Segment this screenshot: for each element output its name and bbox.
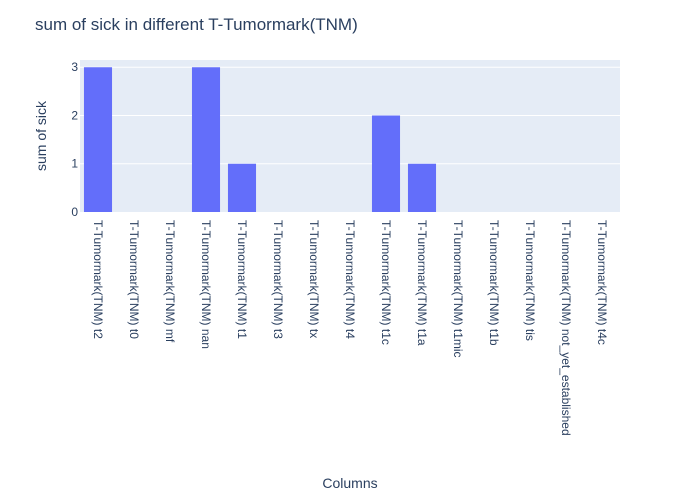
x-tick-label: T-Tumormark(TNM) t2 — [91, 220, 105, 339]
y-tick-label: 3 — [71, 60, 78, 74]
bar — [371, 115, 401, 212]
x-tick-label: T-Tumormark(TNM) t1 — [235, 220, 249, 339]
y-tick-labels: 0 1 2 3 — [71, 60, 78, 219]
x-tick-label: T-Tumormark(TNM) mf — [163, 220, 177, 343]
x-tick-label: T-Tumormark(TNM) nan — [199, 220, 213, 349]
x-axis-label: Columns — [322, 475, 377, 491]
bar — [191, 67, 221, 212]
x-tick-labels: T-Tumormark(TNM) t2 T-Tumormark(TNM) t0 T-… — [91, 220, 609, 436]
x-tick-label: T-Tumormark(TNM) t4c — [595, 220, 609, 345]
x-tick-label: T-Tumormark(TNM) t0 — [127, 220, 141, 339]
x-tick-label: T-Tumormark(TNM) t3 — [271, 220, 285, 339]
y-axis-label: sum of sick — [33, 100, 49, 171]
plot-area — [80, 60, 620, 212]
chart-title: sum of sick in different T-Tumormark(TNM… — [35, 15, 358, 34]
bar — [227, 163, 257, 212]
y-tick-label: 2 — [71, 108, 78, 122]
bar — [83, 67, 113, 212]
bars — [83, 67, 437, 212]
bar — [407, 163, 437, 212]
x-tick-label: T-Tumormark(TNM) t1b — [487, 220, 501, 346]
y-tick-label: 0 — [71, 205, 78, 219]
x-tick-label: T-Tumormark(TNM) t4 — [343, 220, 357, 339]
y-tick-label: 1 — [71, 157, 78, 171]
x-tick-label: T-Tumormark(TNM) t1a — [415, 220, 429, 346]
x-tick-label: T-Tumormark(TNM) t1mic — [451, 220, 465, 358]
x-tick-label: T-Tumormark(TNM) t1c — [379, 220, 393, 345]
x-tick-label: T-Tumormark(TNM) tis — [523, 220, 537, 341]
gridlines — [80, 66, 620, 165]
x-tick-label: T-Tumormark(TNM) not_yet_established — [559, 220, 573, 436]
x-tick-label: T-Tumormark(TNM) tx — [307, 220, 321, 338]
